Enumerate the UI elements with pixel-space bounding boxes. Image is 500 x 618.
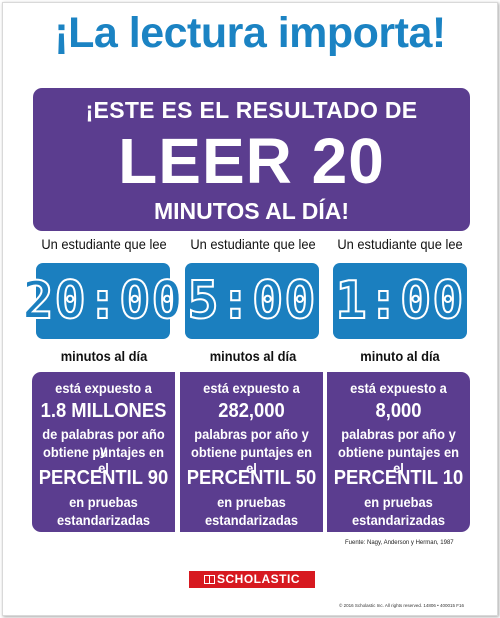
column-3-clock: 1:00 [333,263,467,339]
column-2-unit: minutos al día [209,348,297,364]
column-3-words: 8,000 [375,400,422,422]
banner-line-1: ¡ESTE ES EL RESULTADO DE [85,97,418,123]
headline-banner: ¡ESTE ES EL RESULTADO DE LEER 20 MINUTOS… [33,88,470,231]
column-3-percentile: PERCENTIL 10 [333,467,464,489]
column-3-line-6: en pruebas [364,494,433,510]
column-1-percentile: PERCENTIL 90 [38,467,169,489]
column-2-line-3: palabras por año y [194,426,309,442]
column-1-panel: está expuesto a 1.8 MILLONES de palabras… [32,372,175,532]
column-1-line-4: obtiene puntajes en el [43,444,164,476]
column-3-panel: está expuesto a 8,000 palabras por año y… [327,372,470,532]
source-citation: Fuente: Nagy, Anderson y Herman, 1987 [345,540,454,546]
column-1-line-7: estandarizadas [56,512,151,528]
column-2-line-6: en pruebas [217,494,286,510]
column-2-words: 282,000 [218,400,285,422]
column-2-exposed: está expuesto a [203,380,300,396]
book-icon [204,575,215,584]
column-1-clock-time: 20:00 [21,270,184,332]
column-3-exposed: está expuesto a [350,380,447,396]
column-2-clock-time: 5:00 [186,270,317,332]
column-3-lead: Un estudiante que lee [337,236,463,252]
column-1-lead: Un estudiante que lee [41,236,167,252]
scholastic-logo-text: SCHOLASTIC [217,572,300,586]
column-1-unit: minutos al día [60,348,148,364]
banner-line-3: MINUTOS AL DÍA! [153,198,350,224]
poster-title: ¡La lectura importa! [54,9,446,57]
column-2-line-4: obtiene puntajes en el [191,444,312,476]
banner-line-2: LEER 20 [118,125,385,197]
column-3-line-7: estandarizadas [351,512,446,528]
column-1-clock: 20:00 [21,263,184,339]
column-3-unit: minuto al día [360,348,440,364]
column-2-clock: 5:00 [185,263,319,339]
column-2-line-7: estandarizadas [204,512,299,528]
column-3-line-3: palabras por año y [341,426,456,442]
column-1-exposed: está expuesto a [55,380,152,396]
column-3-clock-time: 1:00 [334,270,465,332]
column-1-line-6: en pruebas [69,494,138,510]
column-2-percentile: PERCENTIL 50 [186,467,317,489]
column-1-line-3: de palabras por año y [42,426,165,458]
column-2-lead: Un estudiante que lee [190,236,316,252]
copyright-note: © 2016 Scholastic Inc. All rights reserv… [339,603,464,608]
scholastic-logo: SCHOLASTIC [189,571,315,588]
column-3-line-4: obtiene puntajes en el [338,444,459,476]
column-1-words: 1.8 MILLONES [40,400,167,422]
column-2-panel: está expuesto a 282,000 palabras por año… [180,372,323,532]
